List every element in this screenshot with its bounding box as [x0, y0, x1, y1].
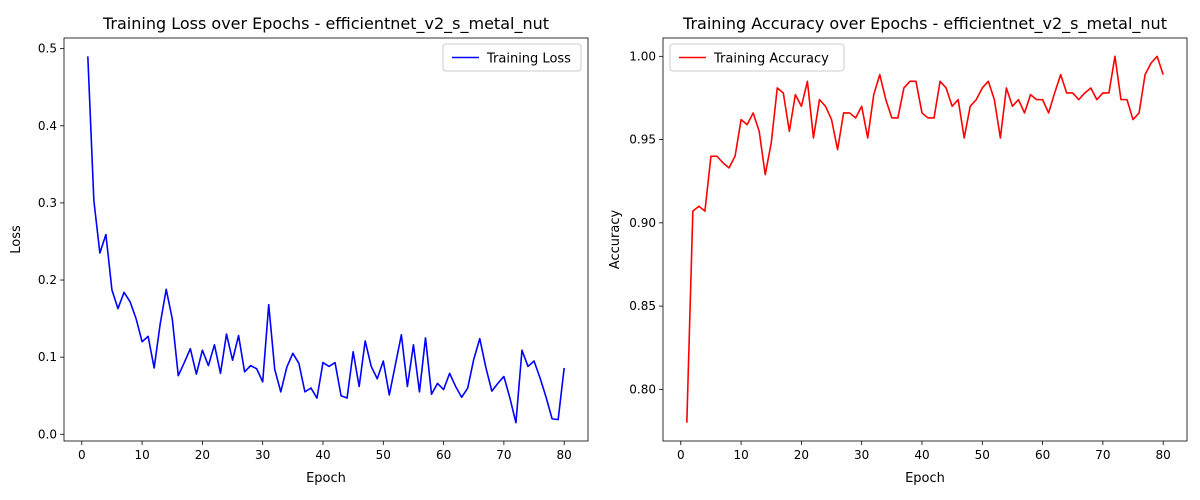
legend: Training Loss	[442, 43, 582, 72]
chart-panel-2: Training Accuracy over Epochs - efficien…	[608, 14, 1188, 486]
x-tick-label: 70	[1095, 448, 1110, 462]
x-tick-label: 10	[134, 448, 149, 462]
y-tick-label: 0.2	[38, 273, 57, 287]
x-tick-label: 0	[677, 448, 685, 462]
y-tick-label: 0.1	[38, 350, 57, 364]
y-tick-label: 0.5	[38, 42, 57, 56]
series-line-1	[87, 56, 565, 424]
x-tick-label: 80	[557, 448, 572, 462]
x-tick-label: 60	[1035, 448, 1050, 462]
y-tick-label: 0.0	[38, 427, 57, 441]
x-tick-label: 50	[975, 448, 990, 462]
x-tick-label: 80	[1156, 448, 1171, 462]
y-tick-label: 0.85	[629, 299, 656, 313]
y-axis-label: Loss	[9, 225, 24, 254]
y-tick-label: 0.4	[38, 119, 57, 133]
x-tick-label: 50	[376, 448, 391, 462]
chart-title: Training Loss over Epochs - efficientnet…	[102, 14, 549, 34]
y-tick-label: 0.95	[629, 133, 656, 147]
x-tick-label: 20	[195, 448, 210, 462]
y-tick-label: 0.90	[629, 216, 656, 230]
x-axis-label: Epoch	[905, 471, 945, 486]
plot-frame	[662, 37, 1188, 442]
x-tick-label: 40	[914, 448, 929, 462]
y-tick-label: 0.80	[629, 382, 656, 396]
x-tick-label: 10	[733, 448, 748, 462]
chart-title: Training Accuracy over Epochs - efficien…	[682, 14, 1167, 34]
legend-label: Training Accuracy	[713, 52, 829, 67]
legend-label: Training Loss	[486, 52, 571, 67]
legend-box	[669, 43, 845, 72]
x-tick-label: 0	[78, 448, 86, 462]
legend-box	[442, 43, 582, 72]
legend: Training Accuracy	[669, 43, 845, 72]
x-tick-label: 20	[794, 448, 809, 462]
x-axis-label: Epoch	[306, 471, 346, 486]
x-tick-label: 30	[255, 448, 270, 462]
x-tick-label: 40	[315, 448, 330, 462]
y-tick-label: 0.3	[38, 196, 57, 210]
x-tick-label: 30	[854, 448, 869, 462]
chart-panel-1: Training Loss over Epochs - efficientnet…	[9, 14, 589, 486]
x-tick-label: 60	[436, 448, 451, 462]
y-tick-label: 1.00	[629, 49, 656, 63]
series-line-1	[686, 55, 1164, 423]
y-axis-label: Accuracy	[608, 210, 623, 270]
plot-frame	[63, 37, 589, 442]
x-tick-label: 70	[496, 448, 511, 462]
